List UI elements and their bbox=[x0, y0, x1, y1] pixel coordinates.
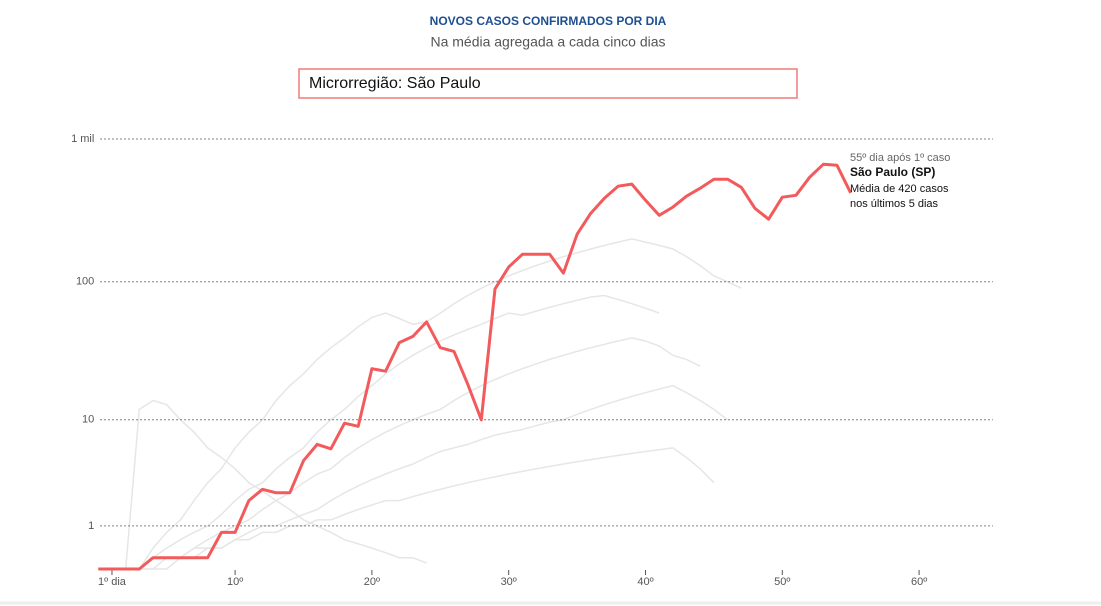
background-line bbox=[98, 337, 701, 570]
chart-subtitle: Na média agregada a cada cinco dias bbox=[430, 34, 665, 50]
x-tick-label: 10º bbox=[227, 576, 243, 588]
x-tick-label: 60º bbox=[911, 576, 927, 588]
background-line bbox=[98, 294, 660, 570]
background-line bbox=[98, 447, 715, 570]
x-tick-label: 40º bbox=[637, 576, 653, 588]
background-line bbox=[98, 384, 729, 570]
chart-title: NOVOS CASOS CONFIRMADOS POR DIA bbox=[430, 14, 667, 28]
x-tick-label: 20º bbox=[364, 576, 380, 588]
background-line bbox=[98, 399, 427, 570]
background-lines bbox=[98, 238, 742, 570]
region-selector[interactable] bbox=[298, 68, 798, 99]
y-tick-label: 10 bbox=[82, 414, 94, 426]
background-line bbox=[98, 238, 742, 570]
y-tick-label: 1 mil bbox=[71, 133, 94, 145]
annotation: 55º dia após 1º caso bbox=[850, 152, 950, 164]
annotation: Média de 420 casos bbox=[850, 183, 949, 195]
x-tick-label: 50º bbox=[774, 576, 790, 588]
x-tick-label: 1º dia bbox=[98, 576, 127, 588]
region-selector-label[interactable]: Microrregião: São Paulo bbox=[309, 75, 481, 92]
y-tick-label: 100 bbox=[76, 276, 94, 288]
annotation: nos últimos 5 dias bbox=[850, 198, 939, 210]
plot: 1 10 100 1 mil 1º dia 10º 20º 30º 40º 50º 60º 55º d… bbox=[71, 133, 993, 588]
series-line bbox=[98, 162, 853, 571]
annotation: São Paulo (SP) bbox=[850, 165, 935, 179]
y-tick-label: 1 bbox=[88, 520, 94, 532]
x-tick-label: 30º bbox=[501, 576, 517, 588]
